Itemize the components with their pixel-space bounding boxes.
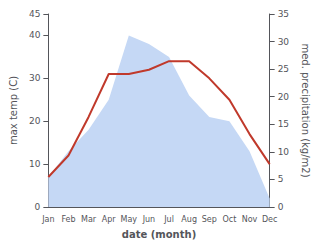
svg-text:May: May — [121, 215, 138, 224]
svg-text:Feb: Feb — [61, 215, 75, 224]
svg-text:10: 10 — [278, 147, 290, 157]
svg-text:40: 40 — [29, 30, 41, 40]
svg-text:Jan: Jan — [41, 215, 54, 224]
svg-text:date (month): date (month) — [122, 229, 196, 240]
svg-text:max temp (C): max temp (C) — [8, 76, 19, 145]
svg-text:30: 30 — [29, 73, 41, 83]
svg-text:0: 0 — [278, 202, 284, 212]
svg-text:0: 0 — [35, 202, 41, 212]
svg-text:Dec: Dec — [262, 215, 277, 224]
svg-text:med. precipitation (kg/m2): med. precipitation (kg/m2) — [300, 43, 311, 177]
svg-text:20: 20 — [278, 92, 290, 102]
svg-text:Mar: Mar — [81, 215, 97, 224]
svg-text:10: 10 — [29, 159, 41, 169]
svg-text:20: 20 — [29, 116, 41, 126]
svg-text:Oct: Oct — [222, 215, 236, 224]
svg-text:Nov: Nov — [242, 215, 258, 224]
svg-text:Apr: Apr — [102, 215, 117, 224]
svg-text:Jun: Jun — [142, 215, 156, 224]
svg-text:35: 35 — [278, 9, 289, 19]
svg-text:5: 5 — [278, 174, 284, 184]
svg-text:25: 25 — [278, 64, 289, 74]
svg-text:45: 45 — [29, 9, 40, 19]
svg-text:Aug: Aug — [181, 215, 197, 224]
svg-text:15: 15 — [278, 119, 289, 129]
svg-text:Sep: Sep — [202, 215, 217, 224]
svg-text:Jul: Jul — [163, 215, 174, 224]
svg-text:30: 30 — [278, 37, 290, 47]
